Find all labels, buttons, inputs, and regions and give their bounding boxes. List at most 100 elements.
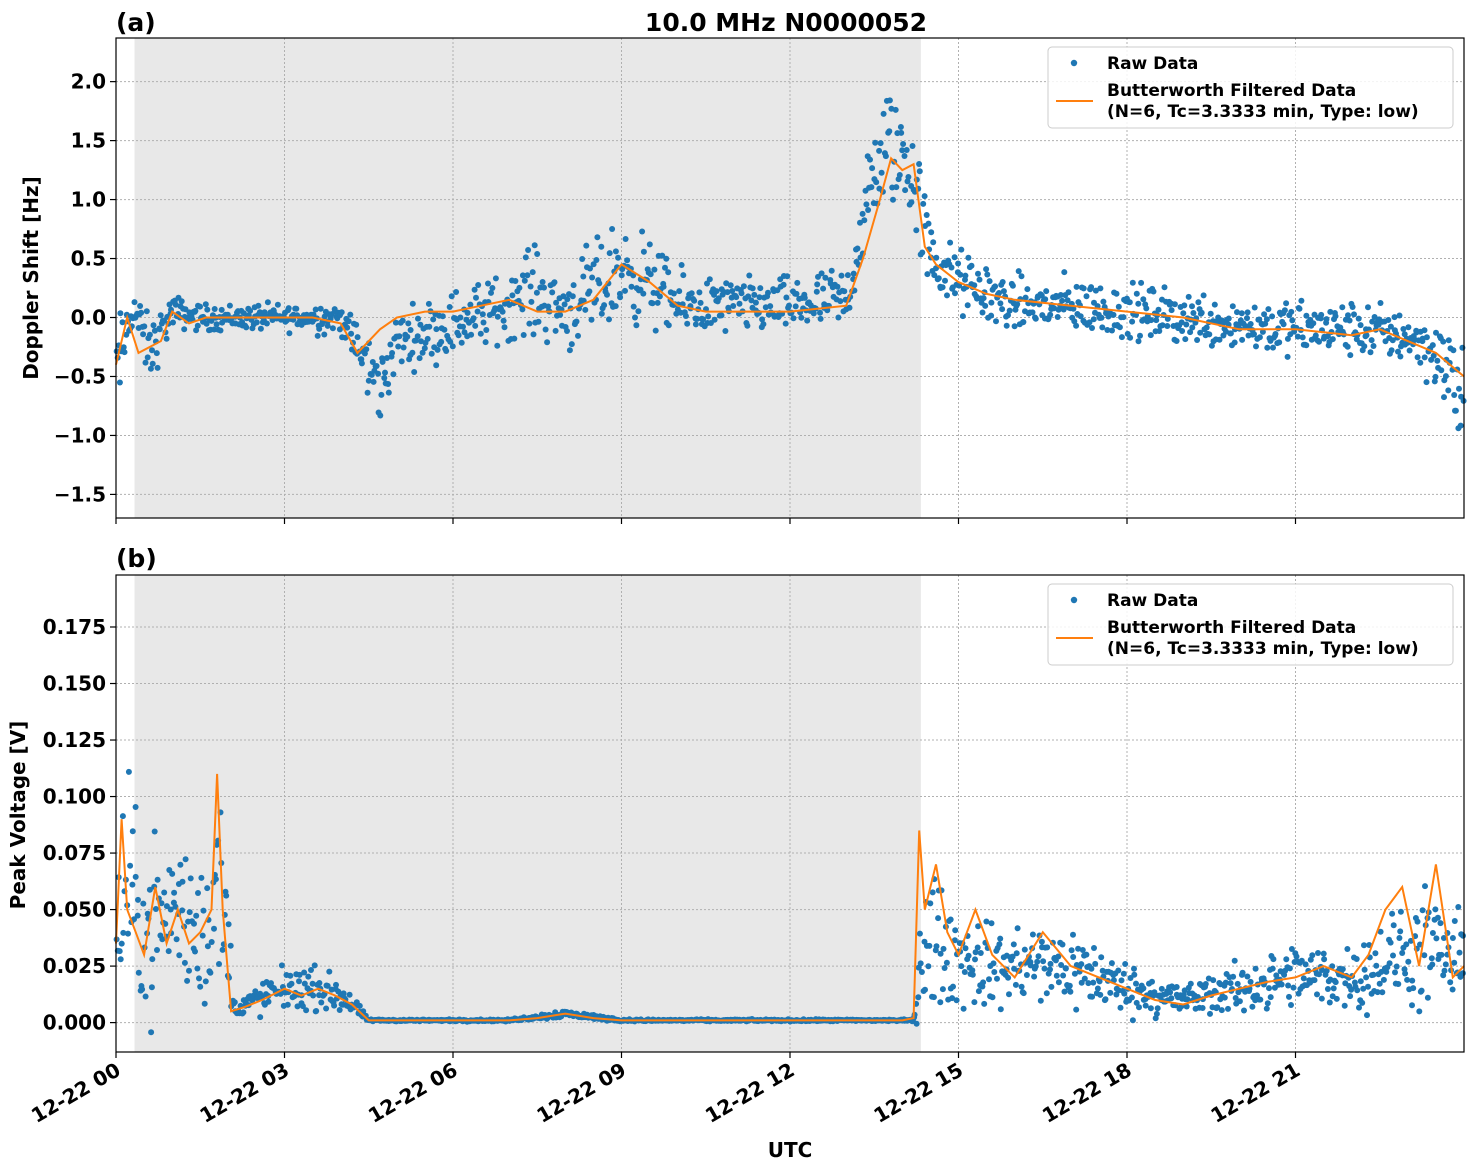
raw-data-point xyxy=(479,311,486,318)
raw-data-point xyxy=(1184,996,1191,1003)
raw-data-point xyxy=(790,315,797,322)
raw-data-point xyxy=(1187,980,1194,987)
raw-data-point xyxy=(1080,285,1087,292)
raw-data-point xyxy=(1187,329,1194,336)
raw-data-point xyxy=(601,302,608,309)
raw-data-point xyxy=(1041,965,1048,972)
raw-data-point xyxy=(1182,336,1189,343)
raw-data-point xyxy=(1397,353,1404,360)
panel-a-legend: Raw Data Butterworth Filtered Data (N=6,… xyxy=(1047,46,1454,129)
raw-data-point xyxy=(1239,336,1246,343)
raw-data-point xyxy=(1065,289,1072,296)
raw-data-point xyxy=(528,298,535,305)
raw-data-point xyxy=(1333,995,1340,1002)
raw-data-point xyxy=(201,1000,208,1007)
raw-data-point xyxy=(1158,985,1165,992)
raw-data-point xyxy=(308,967,314,973)
raw-data-point xyxy=(467,301,474,308)
raw-data-point xyxy=(395,343,402,350)
raw-data-point xyxy=(1086,319,1093,326)
raw-data-point xyxy=(579,256,586,262)
raw-data-point xyxy=(909,143,916,149)
raw-data-point xyxy=(1010,941,1017,948)
raw-data-point xyxy=(196,975,202,982)
raw-data-point xyxy=(1332,313,1339,320)
raw-data-point xyxy=(580,273,587,280)
raw-data-point xyxy=(1434,914,1441,921)
raw-data-point xyxy=(557,311,564,318)
raw-data-point xyxy=(1234,980,1241,987)
raw-data-point xyxy=(1239,969,1246,976)
raw-data-point xyxy=(1365,983,1371,990)
raw-data-point xyxy=(612,248,619,255)
raw-data-point xyxy=(137,303,144,309)
raw-data-point xyxy=(399,317,406,324)
raw-data-point xyxy=(837,298,844,305)
raw-data-point xyxy=(729,288,736,294)
raw-data-point xyxy=(1302,961,1309,968)
legend-raw-label: Raw Data xyxy=(1107,54,1198,74)
raw-data-point xyxy=(527,283,534,290)
raw-data-point xyxy=(225,921,232,928)
raw-data-point xyxy=(1323,316,1330,323)
raw-data-point xyxy=(961,969,968,975)
raw-data-point xyxy=(1359,999,1366,1006)
raw-data-point xyxy=(913,1020,920,1027)
raw-data-point xyxy=(916,930,923,937)
raw-data-point xyxy=(286,330,293,337)
raw-data-point xyxy=(1445,337,1452,344)
raw-data-point xyxy=(959,313,966,320)
raw-data-point xyxy=(1369,318,1376,325)
raw-data-point xyxy=(948,264,955,271)
raw-data-point xyxy=(321,331,328,338)
raw-data-point xyxy=(303,1007,310,1014)
raw-data-point xyxy=(144,354,151,361)
raw-data-point xyxy=(588,316,595,323)
raw-data-point xyxy=(191,920,197,927)
y-tick-label: 1.5 xyxy=(71,129,106,153)
raw-data-point xyxy=(1143,305,1150,312)
raw-data-point xyxy=(740,283,747,290)
raw-data-point xyxy=(975,988,982,995)
raw-data-point xyxy=(635,308,642,315)
y-tick-label: 1.0 xyxy=(71,188,106,212)
raw-data-point xyxy=(1115,967,1122,974)
raw-data-point xyxy=(782,320,789,327)
raw-data-point xyxy=(1032,963,1039,970)
raw-data-point xyxy=(119,813,126,820)
raw-data-point xyxy=(989,994,996,1001)
raw-data-point xyxy=(1442,373,1449,380)
raw-data-point xyxy=(407,327,414,333)
raw-data-point xyxy=(606,250,613,257)
raw-data-point xyxy=(1441,967,1448,974)
raw-data-point xyxy=(119,319,126,326)
raw-data-point xyxy=(329,325,336,332)
raw-data-point xyxy=(1098,314,1105,321)
raw-data-point xyxy=(633,322,640,329)
raw-data-point xyxy=(1147,332,1154,339)
raw-data-point xyxy=(1092,287,1099,294)
raw-data-point xyxy=(813,288,820,295)
raw-data-point xyxy=(1070,305,1077,312)
raw-data-point xyxy=(1451,918,1458,924)
panel-b-x-ticks: 12-22 00 12-22 03 12-22 06 12-22 09 12-22 12… xyxy=(27,1052,1304,1128)
raw-data-point xyxy=(1059,297,1066,304)
raw-data-point xyxy=(471,286,478,293)
raw-data-point xyxy=(1066,982,1073,989)
raw-data-point xyxy=(1300,975,1307,982)
raw-data-point xyxy=(624,257,631,264)
raw-data-point xyxy=(1396,312,1403,319)
raw-data-point xyxy=(1189,324,1196,331)
raw-data-point xyxy=(127,862,134,869)
raw-data-point xyxy=(287,972,294,979)
raw-data-point xyxy=(940,945,947,952)
raw-data-point xyxy=(1380,976,1387,983)
raw-data-point xyxy=(817,309,823,316)
raw-data-point xyxy=(480,319,487,326)
raw-data-point xyxy=(1202,981,1209,987)
y-tick-label: 0.100 xyxy=(43,785,106,809)
raw-data-point xyxy=(566,347,573,354)
raw-data-point xyxy=(990,960,997,967)
raw-data-point xyxy=(654,299,661,306)
raw-data-point xyxy=(798,314,805,321)
